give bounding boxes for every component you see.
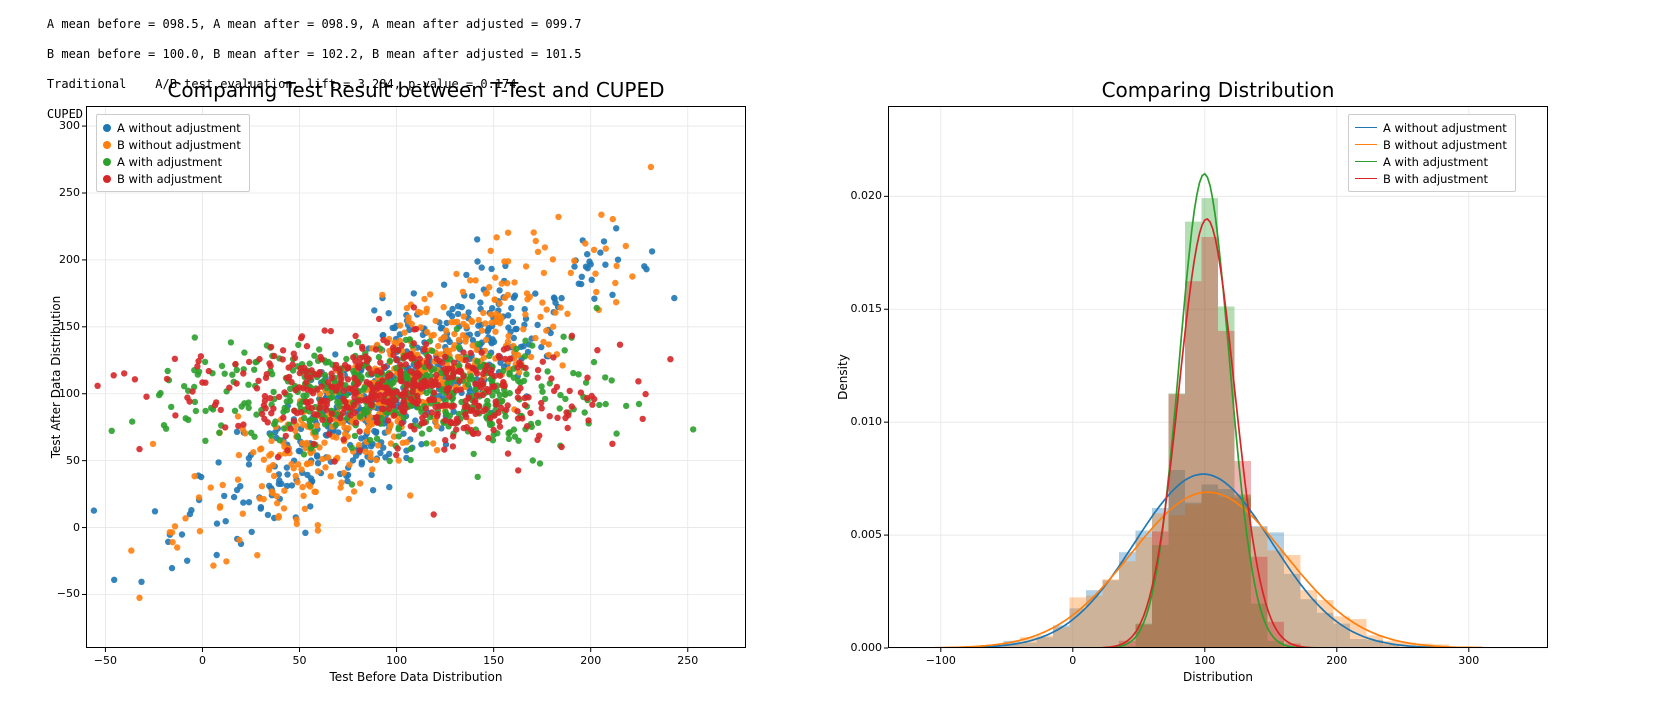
dist-title: Comparing Distribution <box>888 78 1548 102</box>
dist-xtick: 200 <box>1317 654 1357 667</box>
legend-item: B without adjustment <box>1355 136 1507 153</box>
dist-xtick: 100 <box>1185 654 1225 667</box>
scatter-xtick: 0 <box>182 654 222 667</box>
scatter-xlabel: Test Before Data Distribution <box>86 670 746 684</box>
dist-ytick: 0.015 <box>838 302 882 315</box>
legend-item: A without adjustment <box>103 119 241 136</box>
dist-legend: A without adjustmentB without adjustment… <box>1348 114 1516 192</box>
scatter-legend: A without adjustmentB without adjustment… <box>96 114 250 192</box>
dist-ytick: 0.020 <box>838 189 882 202</box>
scatter-xtick: 100 <box>377 654 417 667</box>
dist-xtick: 300 <box>1449 654 1489 667</box>
legend-item: B with adjustment <box>103 170 241 187</box>
scatter-ytick: 0 <box>38 521 80 534</box>
scatter-xtick: 150 <box>474 654 514 667</box>
dist-xlabel: Distribution <box>888 670 1548 684</box>
dist-xtick: −100 <box>921 654 961 667</box>
scatter-ytick: 150 <box>38 320 80 333</box>
scatter-ytick: 200 <box>38 253 80 266</box>
scatter-xtick: 250 <box>668 654 708 667</box>
scatter-ytick: 250 <box>38 186 80 199</box>
dist-ytick: 0.005 <box>838 528 882 541</box>
legend-item: A without adjustment <box>1355 119 1507 136</box>
dist-ytick: 0.010 <box>838 415 882 428</box>
scatter-title: Comparing Test Result between T-Test and… <box>86 78 746 102</box>
scatter-ytick: 100 <box>38 387 80 400</box>
dist-ytick: 0.000 <box>838 641 882 654</box>
legend-item: B with adjustment <box>1355 170 1507 187</box>
legend-item: A with adjustment <box>103 153 241 170</box>
legend-item: A with adjustment <box>1355 153 1507 170</box>
scatter-xtick: 50 <box>280 654 320 667</box>
scatter-ytick: 300 <box>38 119 80 132</box>
scatter-ytick: −50 <box>38 587 80 600</box>
dist-ylabel: Density <box>836 106 850 648</box>
scatter-xtick: 200 <box>571 654 611 667</box>
scatter-ytick: 50 <box>38 454 80 467</box>
dist-xtick: 0 <box>1053 654 1093 667</box>
scatter-xtick: −50 <box>85 654 125 667</box>
legend-item: B without adjustment <box>103 136 241 153</box>
